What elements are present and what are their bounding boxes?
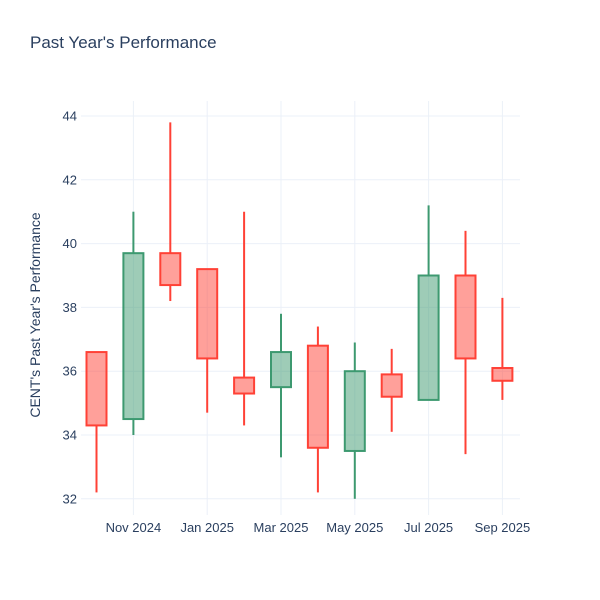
candle-feb-2025[interactable] (233, 211, 256, 426)
x-tick-label: Mar 2025 (254, 520, 309, 535)
y-tick-label: 34 (63, 428, 77, 443)
x-tick-label: Nov 2024 (106, 520, 162, 535)
candle-apr-2025[interactable] (306, 326, 329, 493)
candle-body (306, 344, 329, 449)
candle-body (343, 370, 366, 452)
candle-aug-2025[interactable] (454, 230, 477, 455)
candle-mar-2025[interactable] (270, 313, 292, 458)
candle-body (491, 367, 514, 382)
x-tick-label: Jul 2025 (404, 520, 453, 535)
candle-nov-2024[interactable] (122, 211, 145, 435)
candle-jun-2025[interactable] (380, 348, 403, 432)
candle-body (85, 351, 108, 427)
y-tick-label: 44 (63, 109, 77, 124)
candle-body (454, 274, 477, 360)
candle-oct-2024[interactable] (85, 351, 108, 493)
candle-body (159, 252, 182, 287)
y-tick-label: 42 (63, 172, 77, 187)
candle-jul-2025[interactable] (417, 205, 440, 401)
y-tick-label: 38 (63, 300, 77, 315)
chart-title: Past Year's Performance (30, 33, 217, 52)
y-tick-label: 32 (63, 491, 77, 506)
candle-body (380, 373, 403, 398)
y-tick-label: 40 (63, 236, 77, 251)
candle-dec-2024[interactable] (159, 122, 182, 302)
candle-body (270, 351, 292, 389)
candle-body (233, 376, 256, 395)
candle-body (417, 274, 440, 401)
candle-may-2025[interactable] (343, 342, 366, 499)
candle-sep-2025[interactable] (491, 297, 514, 400)
x-tick-label: Sep 2025 (475, 520, 531, 535)
candle-jan-2025[interactable] (196, 268, 219, 413)
y-tick-label: 36 (63, 364, 77, 379)
x-tick-label: Jan 2025 (180, 520, 234, 535)
candle-body (196, 268, 219, 360)
x-tick-label: May 2025 (326, 520, 383, 535)
candle-body (122, 252, 145, 421)
